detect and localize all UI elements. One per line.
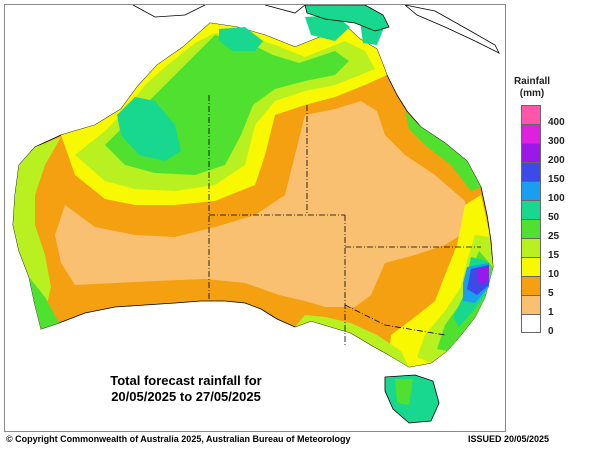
legend-swatch-label: 1 bbox=[548, 307, 554, 318]
legend-swatch: 0 bbox=[521, 314, 554, 337]
legend-swatch: 300 bbox=[521, 124, 565, 147]
legend-swatch-label: 100 bbox=[548, 193, 565, 204]
legend-swatch-label: 5 bbox=[548, 288, 554, 299]
rainfall-map bbox=[12, 5, 500, 424]
island-outline-3 bbox=[264, 5, 306, 14]
rain-zone-25-qld-coast bbox=[405, 111, 481, 191]
legend-swatch-label: 15 bbox=[548, 250, 560, 261]
papua-new-guinea bbox=[304, 5, 390, 32]
legend-swatch-label: 25 bbox=[548, 231, 560, 242]
legend-swatch-label: 200 bbox=[548, 155, 565, 166]
state-borders bbox=[208, 95, 481, 345]
legend-swatch: 10 bbox=[521, 257, 559, 280]
rain-zone-50-kimberley bbox=[117, 97, 181, 161]
legend-swatch-label: 300 bbox=[548, 136, 565, 147]
rain-zone-200-east bbox=[477, 267, 489, 285]
island-outline-2 bbox=[132, 5, 206, 18]
legend-swatch: 400 bbox=[521, 105, 565, 128]
legend-swatch: 100 bbox=[521, 181, 565, 204]
map-frame: Total forecast rainfall for 20/05/2025 t… bbox=[4, 4, 506, 432]
legend-swatches: 400 300 200 150 100 50 25 15 10 5 1 0 bbox=[521, 105, 565, 337]
rain-zone-25-southwest bbox=[29, 277, 59, 329]
rainfall-legend: Rainfall (mm) 400 300 200 150 100 50 25 15 10 5 1 0 bbox=[512, 76, 592, 337]
map-caption: Total forecast rainfall for 20/05/2025 t… bbox=[61, 373, 311, 405]
copyright-text: © Copyright Commonwealth of Australia 20… bbox=[6, 434, 351, 444]
legend-swatch: 25 bbox=[521, 219, 559, 242]
rain-zone-1-central bbox=[55, 101, 467, 307]
legend-title: Rainfall (mm) bbox=[512, 76, 552, 100]
issued-date: ISSUED 20/05/2025 bbox=[468, 434, 550, 444]
legend-title-line-2: (mm) bbox=[519, 88, 545, 99]
legend-swatch-label: 50 bbox=[548, 212, 560, 223]
legend-swatch-label: 10 bbox=[548, 269, 560, 280]
rain-zone-15-west bbox=[13, 137, 61, 329]
caption-line-2: 20/05/2025 to 27/05/2025 bbox=[111, 389, 261, 404]
legend-swatch: 200 bbox=[521, 143, 565, 166]
legend-swatch: 5 bbox=[521, 276, 554, 299]
rain-zone-50-topend bbox=[219, 27, 263, 51]
legend-swatch-label: 150 bbox=[548, 174, 565, 185]
legend-swatch-label: 400 bbox=[548, 117, 565, 128]
legend-swatch: 15 bbox=[521, 238, 559, 261]
legend-swatch-label: 0 bbox=[548, 326, 554, 337]
legend-swatch: 50 bbox=[521, 200, 559, 223]
legend-swatch: 1 bbox=[521, 295, 554, 318]
legend-swatch: 150 bbox=[521, 162, 565, 185]
legend-title-line-1: Rainfall bbox=[513, 76, 551, 87]
island-outline bbox=[404, 5, 500, 54]
rain-zone-50-tip bbox=[305, 15, 350, 41]
rain-zone-15-south bbox=[295, 315, 409, 367]
tasmania-west-zone bbox=[395, 379, 413, 405]
caption-line-1: Total forecast rainfall for bbox=[110, 373, 262, 388]
